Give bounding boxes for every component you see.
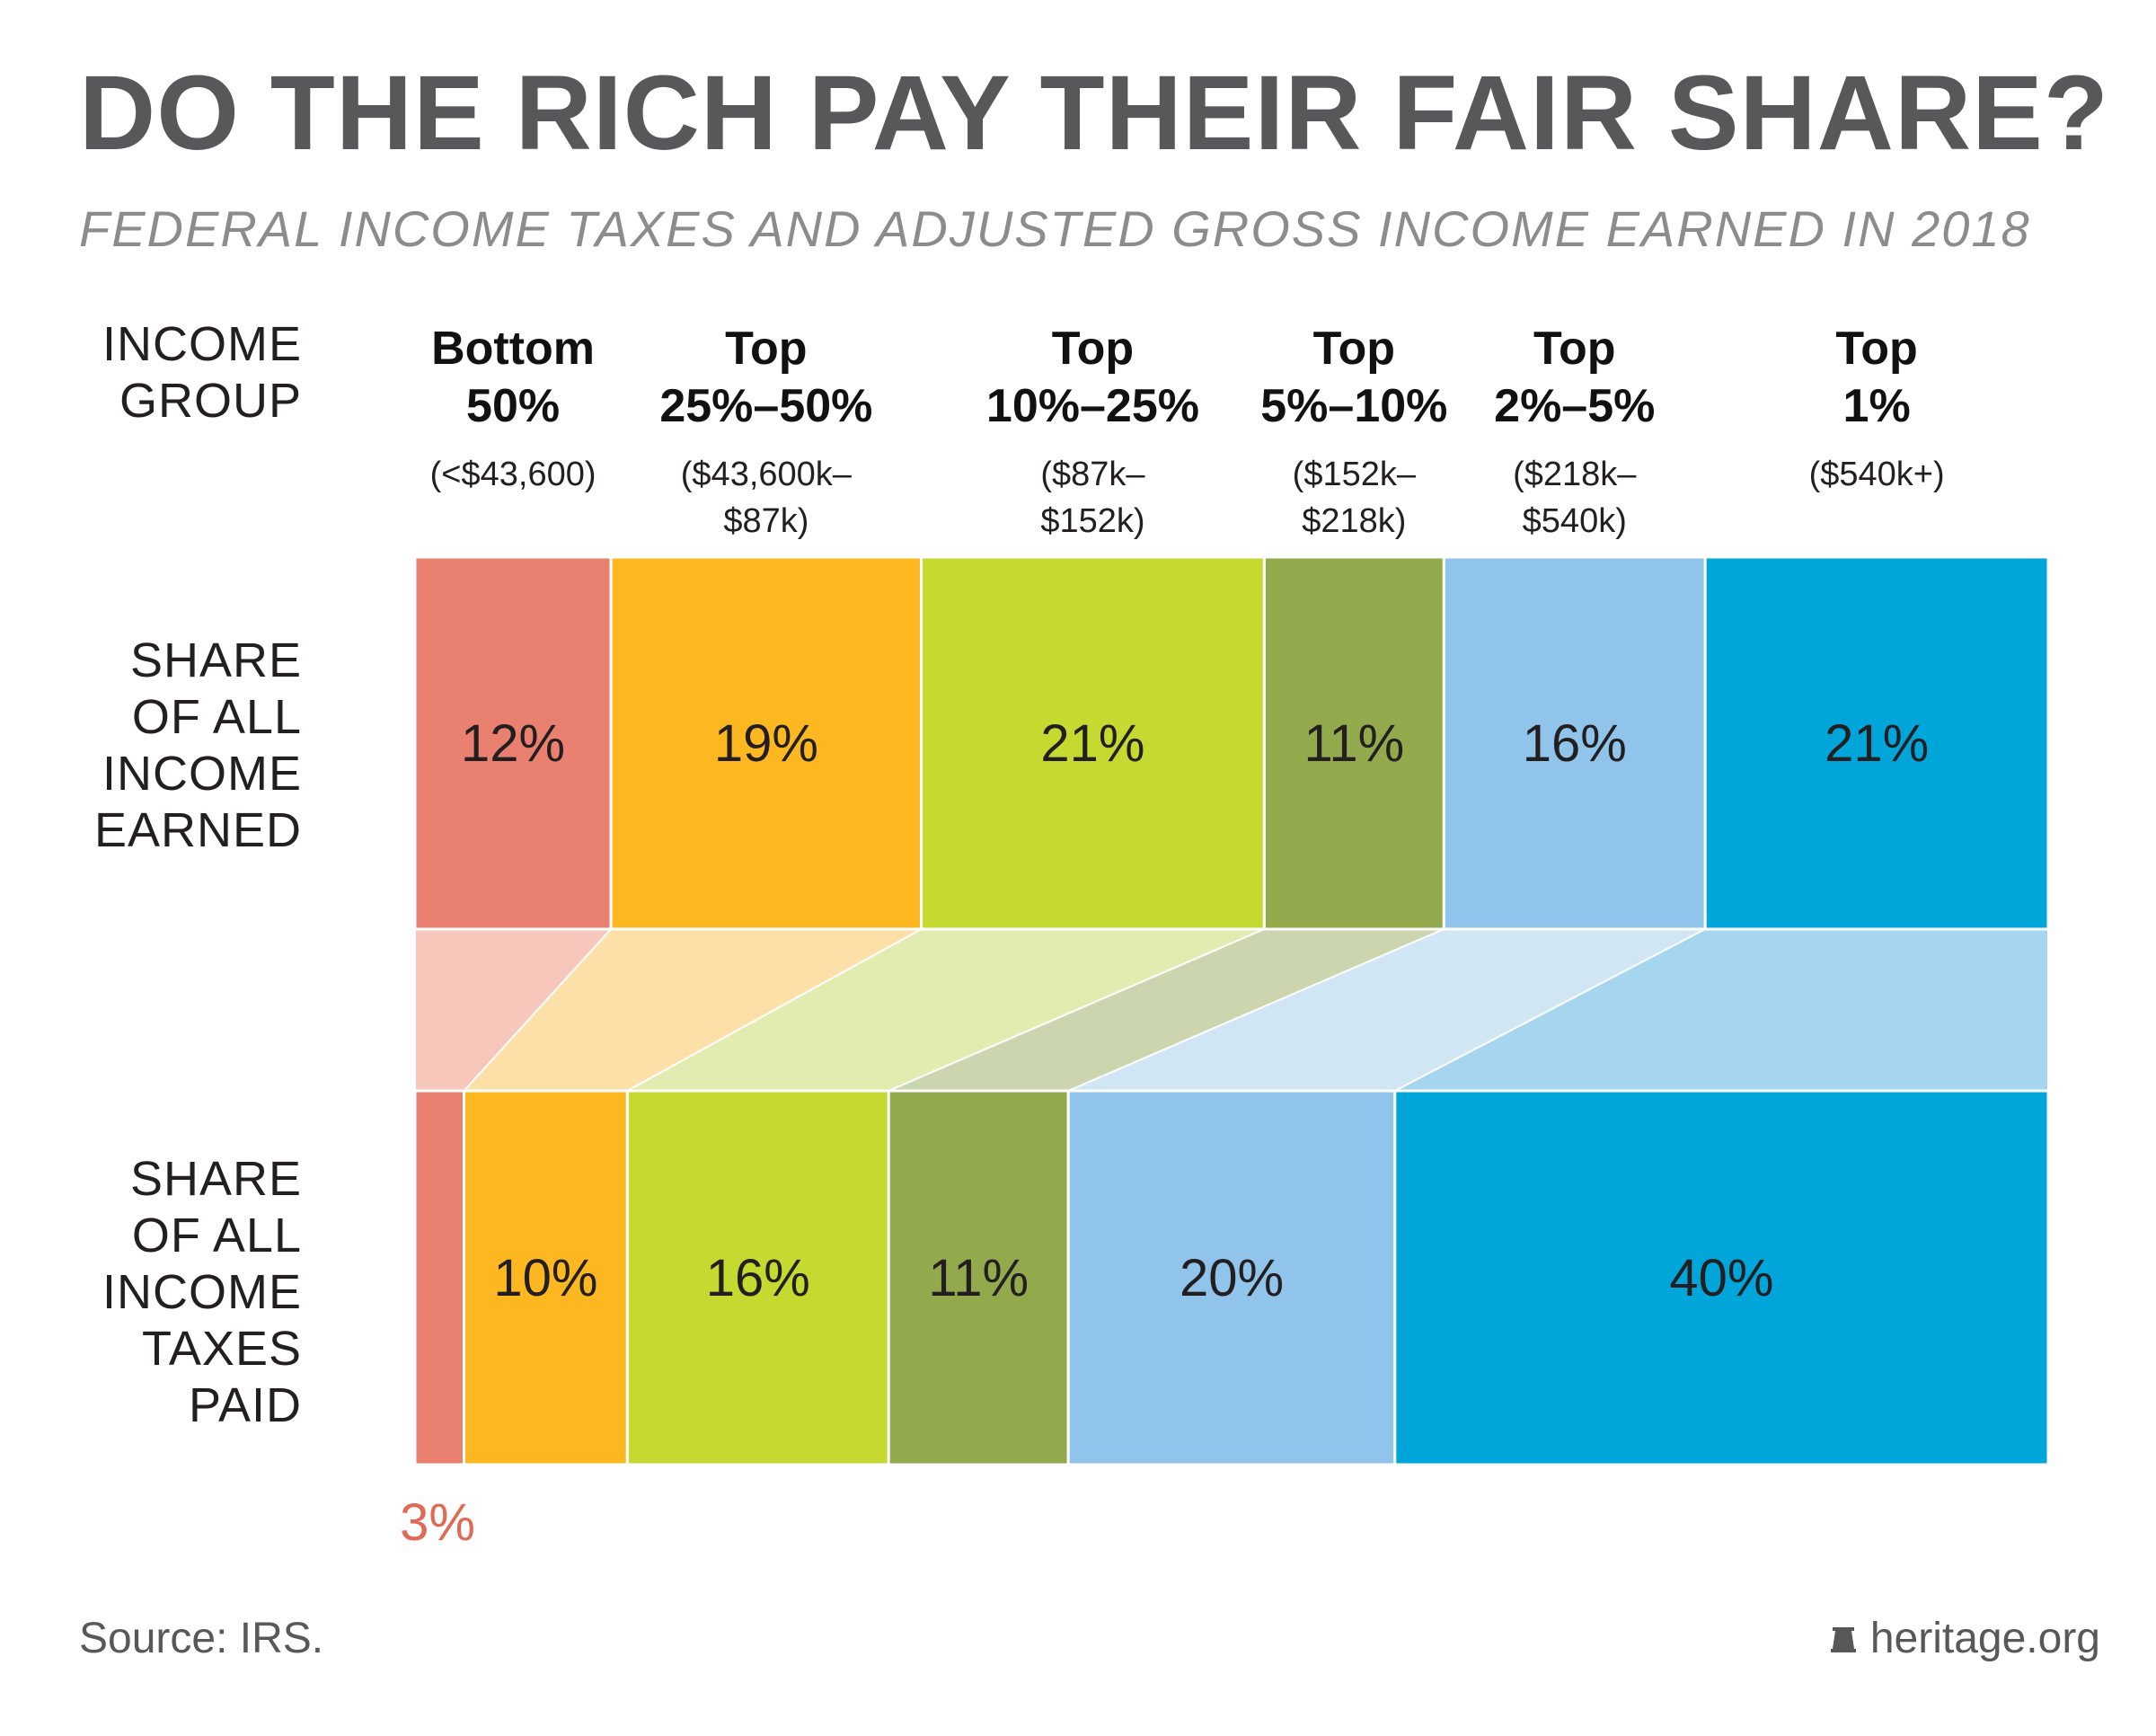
income-group-name: Bottom 50% <box>431 323 596 432</box>
income-group-range: ($540k+) <box>1808 456 1945 493</box>
income-group-header: Top 1% ($540k+) <box>1809 320 1945 498</box>
tax-share-label: 16% <box>706 1249 810 1307</box>
income-group-range: ($87k– $152k) <box>1040 456 1145 540</box>
income-share-bar <box>920 555 1266 931</box>
row-label-tax-share: SHARE OF ALL INCOME TAXES PAID <box>102 1152 302 1432</box>
tax-share-bar <box>413 1089 466 1466</box>
income-group-header: Top 10%–25% ($87k– $152k) <box>986 320 1199 545</box>
source-note: Source: IRS. <box>79 1615 324 1662</box>
tax-share-label: 11% <box>928 1249 1029 1307</box>
tax-share-label: 3% <box>400 1493 475 1552</box>
brand-label: heritage.org <box>1869 1615 2100 1662</box>
income-share-bar <box>1442 555 1707 931</box>
income-share-bar <box>1703 555 2050 931</box>
income-group-header: Top 5%–10% ($152k– $218k) <box>1260 320 1447 545</box>
income-group-range: ($218k– $540k) <box>1513 456 1637 540</box>
income-share-bar <box>609 555 923 931</box>
tax-share-label: 40% <box>1669 1249 1773 1307</box>
income-share-label: 11% <box>1303 714 1404 773</box>
income-share-label: 12% <box>461 714 565 773</box>
income-group-range: (<$43,600) <box>429 456 596 493</box>
page-subtitle: FEDERAL INCOME TAXES AND ADJUSTED GROSS … <box>79 200 2031 257</box>
tax-share-bar <box>625 1089 890 1466</box>
tax-share-bar <box>463 1089 629 1466</box>
income-share-label: 21% <box>1825 714 1929 773</box>
row-label-income-share: SHARE OF ALL INCOME EARNED <box>93 633 302 857</box>
row-label-income-group: INCOME GROUP <box>102 317 302 428</box>
income-group-name: Top 2%–5% <box>1494 323 1656 432</box>
income-group-range: ($43,600k– $87k) <box>680 456 852 540</box>
income-group-range: ($152k– $218k) <box>1292 456 1416 540</box>
income-group-header: Top 2%–5% ($218k– $540k) <box>1494 320 1655 545</box>
income-share-label: 19% <box>714 714 818 773</box>
brand-credit: heritage.org <box>1829 1614 2100 1663</box>
page-title: DO THE RICH PAY THEIR FAIR SHARE? <box>79 54 2109 173</box>
tax-share-bar <box>1393 1089 2050 1466</box>
tax-share-bar <box>1066 1089 1397 1466</box>
income-group-header: Bottom 50% (<$43,600) <box>430 320 596 498</box>
income-share-label: 21% <box>1040 714 1144 773</box>
income-group-name: Top 5%–10% <box>1260 323 1448 432</box>
income-group-header: Top 25%–50% ($43,600k– $87k) <box>659 320 872 545</box>
income-share-bar <box>413 555 613 931</box>
income-group-name: Top 1% <box>1835 323 1918 432</box>
tax-share-label: 10% <box>493 1249 597 1307</box>
income-group-name: Top 10%–25% <box>985 323 1200 432</box>
income-group-name: Top 25%–50% <box>659 323 873 432</box>
income-share-bar <box>1262 555 1445 931</box>
income-share-label: 16% <box>1523 714 1627 773</box>
bell-icon <box>1830 1626 1856 1652</box>
tax-share-label: 20% <box>1180 1249 1284 1307</box>
